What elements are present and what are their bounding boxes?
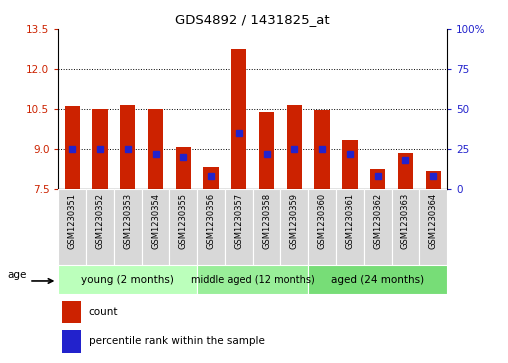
Bar xyxy=(86,189,114,265)
Text: GSM1230357: GSM1230357 xyxy=(234,192,243,249)
Bar xyxy=(426,171,441,189)
Bar xyxy=(114,189,142,265)
Bar xyxy=(231,49,246,189)
Bar xyxy=(120,105,136,189)
Text: GSM1230361: GSM1230361 xyxy=(345,192,355,249)
Bar xyxy=(58,265,197,294)
Bar xyxy=(314,110,330,189)
Bar xyxy=(280,189,308,265)
Bar xyxy=(148,109,163,189)
Bar xyxy=(62,330,81,353)
Text: young (2 months): young (2 months) xyxy=(81,274,174,285)
Bar xyxy=(142,189,170,265)
Title: GDS4892 / 1431825_at: GDS4892 / 1431825_at xyxy=(175,13,330,26)
Bar xyxy=(287,105,302,189)
Bar xyxy=(336,189,364,265)
Bar xyxy=(225,189,253,265)
Text: GSM1230362: GSM1230362 xyxy=(373,192,382,249)
Text: GSM1230359: GSM1230359 xyxy=(290,192,299,249)
Text: GSM1230364: GSM1230364 xyxy=(429,192,438,249)
Bar xyxy=(92,109,108,189)
Text: age: age xyxy=(8,270,27,280)
Bar xyxy=(370,169,385,189)
Text: GSM1230356: GSM1230356 xyxy=(207,192,215,249)
Text: GSM1230355: GSM1230355 xyxy=(179,192,188,249)
Text: GSM1230360: GSM1230360 xyxy=(318,192,327,249)
Text: count: count xyxy=(89,307,118,317)
Bar xyxy=(308,189,336,265)
Text: GSM1230353: GSM1230353 xyxy=(123,192,132,249)
Bar xyxy=(342,139,358,189)
Text: middle aged (12 months): middle aged (12 months) xyxy=(191,274,314,285)
Bar xyxy=(253,189,280,265)
Bar xyxy=(176,147,191,189)
Bar xyxy=(259,111,274,189)
Bar xyxy=(364,189,392,265)
Bar xyxy=(204,167,219,189)
Bar xyxy=(170,189,197,265)
Text: aged (24 months): aged (24 months) xyxy=(331,274,424,285)
Bar xyxy=(398,153,413,189)
Bar xyxy=(392,189,419,265)
Bar xyxy=(419,189,447,265)
Text: percentile rank within the sample: percentile rank within the sample xyxy=(89,337,265,346)
Bar xyxy=(197,189,225,265)
Bar xyxy=(62,301,81,323)
Text: GSM1230363: GSM1230363 xyxy=(401,192,410,249)
Text: GSM1230358: GSM1230358 xyxy=(262,192,271,249)
Bar xyxy=(197,265,308,294)
Text: GSM1230352: GSM1230352 xyxy=(96,192,105,249)
Bar xyxy=(65,106,80,189)
Bar xyxy=(58,189,86,265)
Text: GSM1230351: GSM1230351 xyxy=(68,192,77,249)
Text: GSM1230354: GSM1230354 xyxy=(151,192,160,249)
Bar xyxy=(308,265,447,294)
